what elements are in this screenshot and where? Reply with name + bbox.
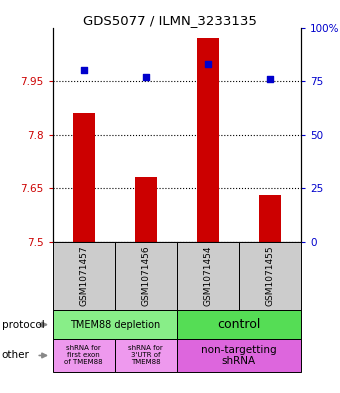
Text: GSM1071454: GSM1071454 [203, 246, 212, 306]
Point [205, 61, 210, 67]
Bar [73, 113, 95, 242]
Text: non-targetting
shRNA: non-targetting shRNA [201, 345, 277, 366]
Bar [197, 38, 219, 242]
Point [143, 73, 149, 80]
Text: protocol: protocol [2, 320, 45, 330]
Text: shRNA for
first exon
of TMEM88: shRNA for first exon of TMEM88 [64, 345, 103, 365]
Bar [259, 195, 281, 242]
Point [81, 67, 86, 73]
Text: other: other [2, 351, 30, 360]
Text: GSM1071456: GSM1071456 [141, 246, 150, 307]
Bar [135, 178, 157, 242]
Text: TMEM88 depletion: TMEM88 depletion [70, 320, 160, 330]
Text: GSM1071457: GSM1071457 [79, 246, 88, 307]
Text: GSM1071455: GSM1071455 [266, 246, 274, 307]
Point [267, 76, 273, 82]
Text: GDS5077 / ILMN_3233135: GDS5077 / ILMN_3233135 [83, 14, 257, 27]
Text: shRNA for
3'UTR of
TMEM88: shRNA for 3'UTR of TMEM88 [129, 345, 163, 365]
Text: control: control [217, 318, 260, 331]
